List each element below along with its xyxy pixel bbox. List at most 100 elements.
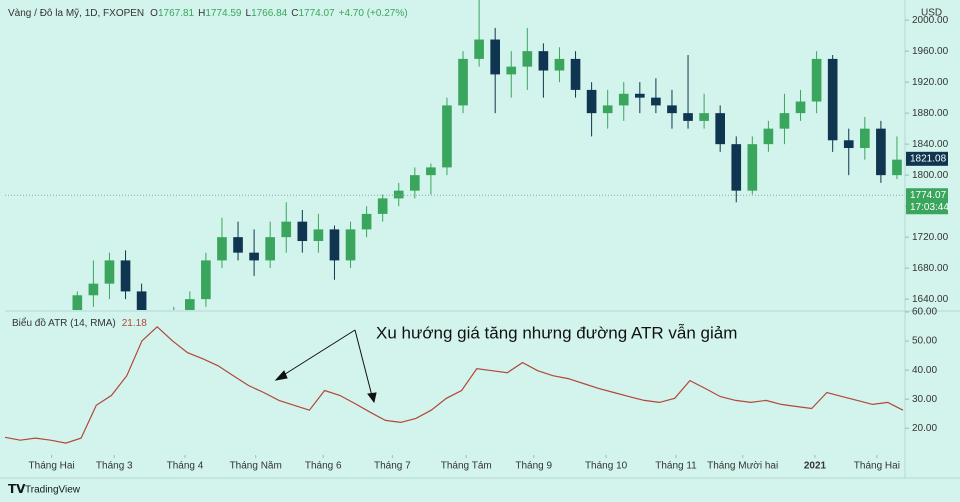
candle-body (651, 97, 661, 106)
candle-body (490, 39, 500, 75)
candle-body (72, 295, 83, 310)
candle-body (345, 229, 356, 261)
candle-body (843, 140, 854, 149)
candle-body (667, 105, 677, 114)
candle-body (426, 167, 436, 176)
candle-body (715, 113, 725, 145)
candle-body (699, 113, 709, 121)
candle-body (586, 89, 597, 114)
y-tick-label: 40.00 (912, 365, 937, 376)
x-tick-label: Tháng Hai (854, 461, 900, 472)
candle-body (410, 175, 420, 191)
candle-body (120, 260, 131, 292)
candle-body (104, 260, 115, 284)
countdown: 17:03:44 (910, 202, 949, 213)
ohlc: O1767.81 H1774.59 L1766.84 C1774.07 +4.70 (+… (150, 8, 407, 19)
candle-body (297, 221, 308, 242)
candle-body (265, 237, 275, 261)
candle-body (393, 190, 404, 199)
candle-body (233, 237, 243, 253)
candle-body (281, 221, 292, 238)
brand: TradingView (25, 485, 81, 496)
x-tick-label: Tháng 4 (167, 461, 204, 472)
ohlc-value: 1767.81 (158, 8, 195, 19)
candle-body (313, 229, 324, 242)
symbol-legend: Vàng / Đô la Mỹ, 1D, FXOPEN O1767.81 H1774… (8, 8, 408, 19)
x-tick-label: Tháng 10 (585, 461, 628, 472)
y-tick-label: 1640.00 (912, 294, 949, 305)
x-tick-label: Tháng Mười hai (707, 461, 778, 472)
candle-body (377, 198, 388, 214)
arrow-line (281, 329, 356, 377)
candle-body (731, 144, 742, 191)
candle-body (442, 105, 452, 168)
ohlc-value: 1774.59 (205, 8, 242, 19)
ohlc-label: C (291, 8, 298, 19)
arrow-head (367, 392, 377, 404)
y-tick-label: 1720.00 (912, 232, 949, 243)
last-price-tag (906, 188, 948, 215)
x-tick-label: Tháng 11 (655, 461, 697, 472)
candle-body (683, 113, 693, 121)
logo: 𝗧𝗩 TradingView (8, 482, 81, 496)
ohlc-value: 1766.84 (251, 8, 288, 19)
y-tick-label: 60.00 (912, 307, 937, 318)
candle-body (217, 237, 227, 261)
candle-body (635, 93, 645, 98)
candle-body (506, 66, 517, 75)
y-tick-label: 30.00 (912, 394, 937, 405)
candle-body (876, 128, 886, 176)
candle-body (860, 128, 870, 149)
atr-value: 21.18 (122, 318, 147, 329)
candle-body (795, 101, 806, 114)
candle-body (249, 252, 259, 261)
candle-body (602, 105, 613, 114)
candle-body (361, 213, 372, 230)
candle-body (538, 51, 549, 71)
candle-body (747, 144, 758, 191)
last-price-label: 1774.07 (910, 190, 947, 201)
candle-body (554, 58, 565, 71)
candle-body (763, 128, 774, 145)
y-tick-label: 1960.00 (912, 46, 949, 57)
candle-body (474, 39, 484, 59)
candle-body (458, 58, 468, 106)
y-tick-label: 1680.00 (912, 263, 949, 274)
candle-body (618, 93, 629, 106)
x-tick-label: Tháng 7 (374, 461, 411, 472)
candle-body (779, 113, 790, 129)
x-tick-label: Tháng 6 (305, 461, 342, 472)
candle-body (136, 291, 147, 310)
candle-body (811, 58, 822, 102)
x-tick-label: Tháng Năm (230, 461, 282, 472)
y-tick-label: 1840.00 (912, 139, 949, 150)
annotation: Xu hướng giá tăng nhưng đường ATR vẫn gi… (376, 323, 737, 342)
candle-body (201, 260, 211, 300)
x-tick-label: 2021 (804, 461, 827, 472)
ohlc-value: 1774.07 (298, 8, 335, 19)
y-tick-label: 1800.00 (912, 170, 949, 181)
arrow-head (274, 370, 288, 381)
price-marker-tag (906, 151, 948, 166)
candle-body (522, 51, 533, 67)
atr-line (5, 325, 904, 444)
arrow-line (354, 329, 373, 397)
change: +4.70 (+0.27%) (339, 8, 408, 19)
ohlc-label: L (246, 8, 252, 19)
symbol: Vàng / Đô la Mỹ, 1D, FXOPEN (8, 8, 144, 19)
ohlc-label: H (198, 8, 205, 19)
atr-title: Biểu đồ ATR (14, RMA) (12, 317, 116, 329)
y-tick-label: 1880.00 (912, 108, 949, 119)
candle-body (827, 58, 838, 141)
y-tick-label: 2000.00 (912, 15, 949, 26)
candle-body (329, 229, 340, 261)
price-marker-label: 1821.08 (910, 153, 947, 164)
x-tick-label: Tháng Tám (441, 461, 492, 472)
atr-legend: Biểu đồ ATR (14, RMA) 21.18 (12, 317, 147, 329)
x-tick-label: Tháng 3 (96, 461, 133, 472)
x-tick-label: Tháng Hai (29, 461, 75, 472)
logo-mark: 𝗧𝗩 (8, 482, 26, 496)
candle-body (185, 299, 195, 310)
y-tick-label: 50.00 (912, 336, 937, 347)
